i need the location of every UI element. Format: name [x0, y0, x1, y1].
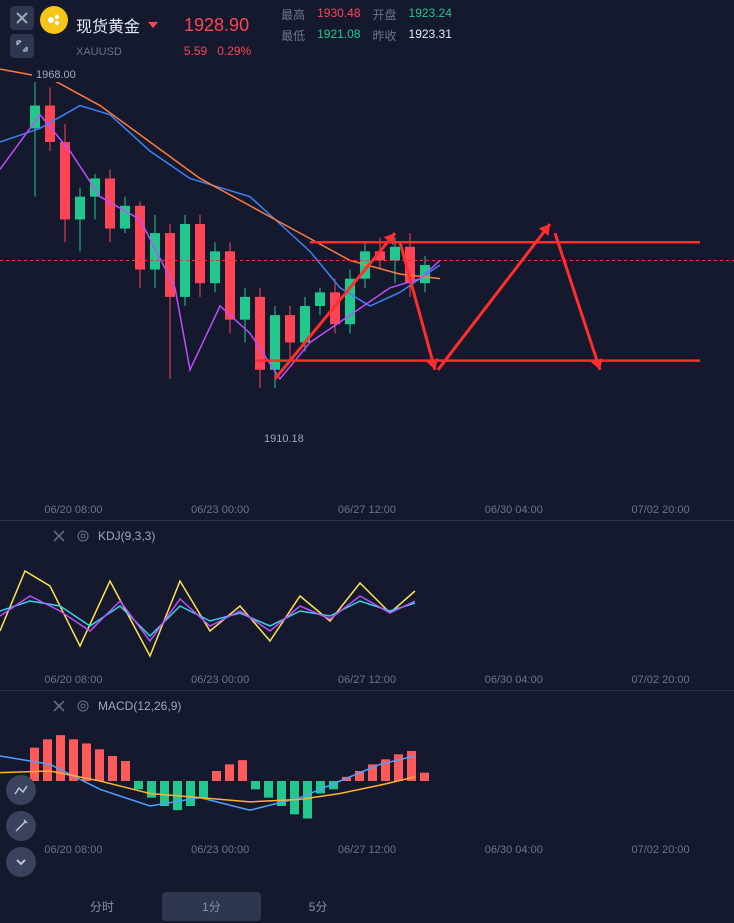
symbol-name[interactable]: 现货黄金 [76, 13, 140, 37]
timeframe-tab[interactable]: 分时 [50, 892, 154, 921]
kdj-panel[interactable]: KDJ(9,3,3) 06/20 08:00 06/23 00:00 06/27 1… [0, 520, 734, 690]
close-icon[interactable] [10, 6, 34, 30]
kdj-close-icon[interactable] [50, 527, 68, 545]
chart-header: 现货黄金 1928.90 最高 1930.48 开盘 1923.24 最低 19… [0, 0, 734, 50]
timeframe-tab[interactable]: 5分 [269, 892, 368, 921]
x-label: 06/30 04:00 [485, 844, 543, 856]
main-x-axis: 06/20 08:00 06/23 00:00 06/27 12:00 06/30 0… [0, 500, 734, 520]
high-value: 1930.48 [317, 6, 360, 23]
main-chart-panel[interactable]: 1968.00 1910.18 06/20 08:0006/23 00:0006… [0, 50, 734, 520]
price-tag-low: 1910.18 [260, 432, 308, 446]
x-label: 06/23 00:00 [191, 504, 249, 516]
x-label: 07/02 20:00 [632, 504, 690, 516]
x-label: 07/02 20:00 [632, 674, 690, 686]
timeframe-tab[interactable]: 1分 [162, 892, 261, 921]
timeframe-tabs: 分时 1分 5分 [0, 889, 734, 923]
dropdown-icon[interactable] [148, 22, 158, 28]
low-value: 1921.08 [317, 27, 360, 44]
open-value: 1923.24 [409, 6, 452, 23]
macd-x-axis: 06/20 08:00 06/23 00:00 06/27 12:00 06/30 0… [0, 840, 734, 860]
prev-label: 昨收 [373, 27, 397, 44]
x-label: 06/20 08:00 [44, 844, 102, 856]
collapse-icon[interactable] [6, 847, 36, 877]
high-label: 最高 [281, 6, 305, 23]
prev-value: 1923.31 [409, 27, 452, 44]
left-toolbar [6, 775, 36, 877]
x-label: 07/02 20:00 [632, 844, 690, 856]
indicator-icon[interactable] [6, 775, 36, 805]
macd-settings-icon[interactable] [74, 697, 92, 715]
x-label: 06/23 00:00 [191, 844, 249, 856]
x-label: 06/20 08:00 [44, 674, 102, 686]
x-label: 06/30 04:00 [485, 504, 543, 516]
low-label: 最低 [281, 27, 305, 44]
open-label: 开盘 [373, 6, 397, 23]
kdj-x-axis: 06/20 08:00 06/23 00:00 06/27 12:00 06/30 0… [0, 670, 734, 690]
x-label: 06/20 08:00 [44, 504, 102, 516]
last-price: 1928.90 [184, 15, 249, 36]
x-label: 06/30 04:00 [485, 674, 543, 686]
symbol-icon [40, 6, 68, 34]
draw-icon[interactable] [6, 811, 36, 841]
x-label: 06/27 12:00 [338, 504, 396, 516]
x-label: 06/27 12:00 [338, 674, 396, 686]
x-label: 06/27 12:00 [338, 844, 396, 856]
macd-close-icon[interactable] [50, 697, 68, 715]
kdj-settings-icon[interactable] [74, 527, 92, 545]
x-label: 06/23 00:00 [191, 674, 249, 686]
macd-title: MACD(12,26,9) [98, 699, 181, 713]
kdj-title: KDJ(9,3,3) [98, 529, 155, 543]
macd-panel[interactable]: MACD(12,26,9) 06/20 08:0006/23 00:0006/2… [0, 690, 734, 860]
price-tag-high: 1968.00 [32, 68, 80, 82]
